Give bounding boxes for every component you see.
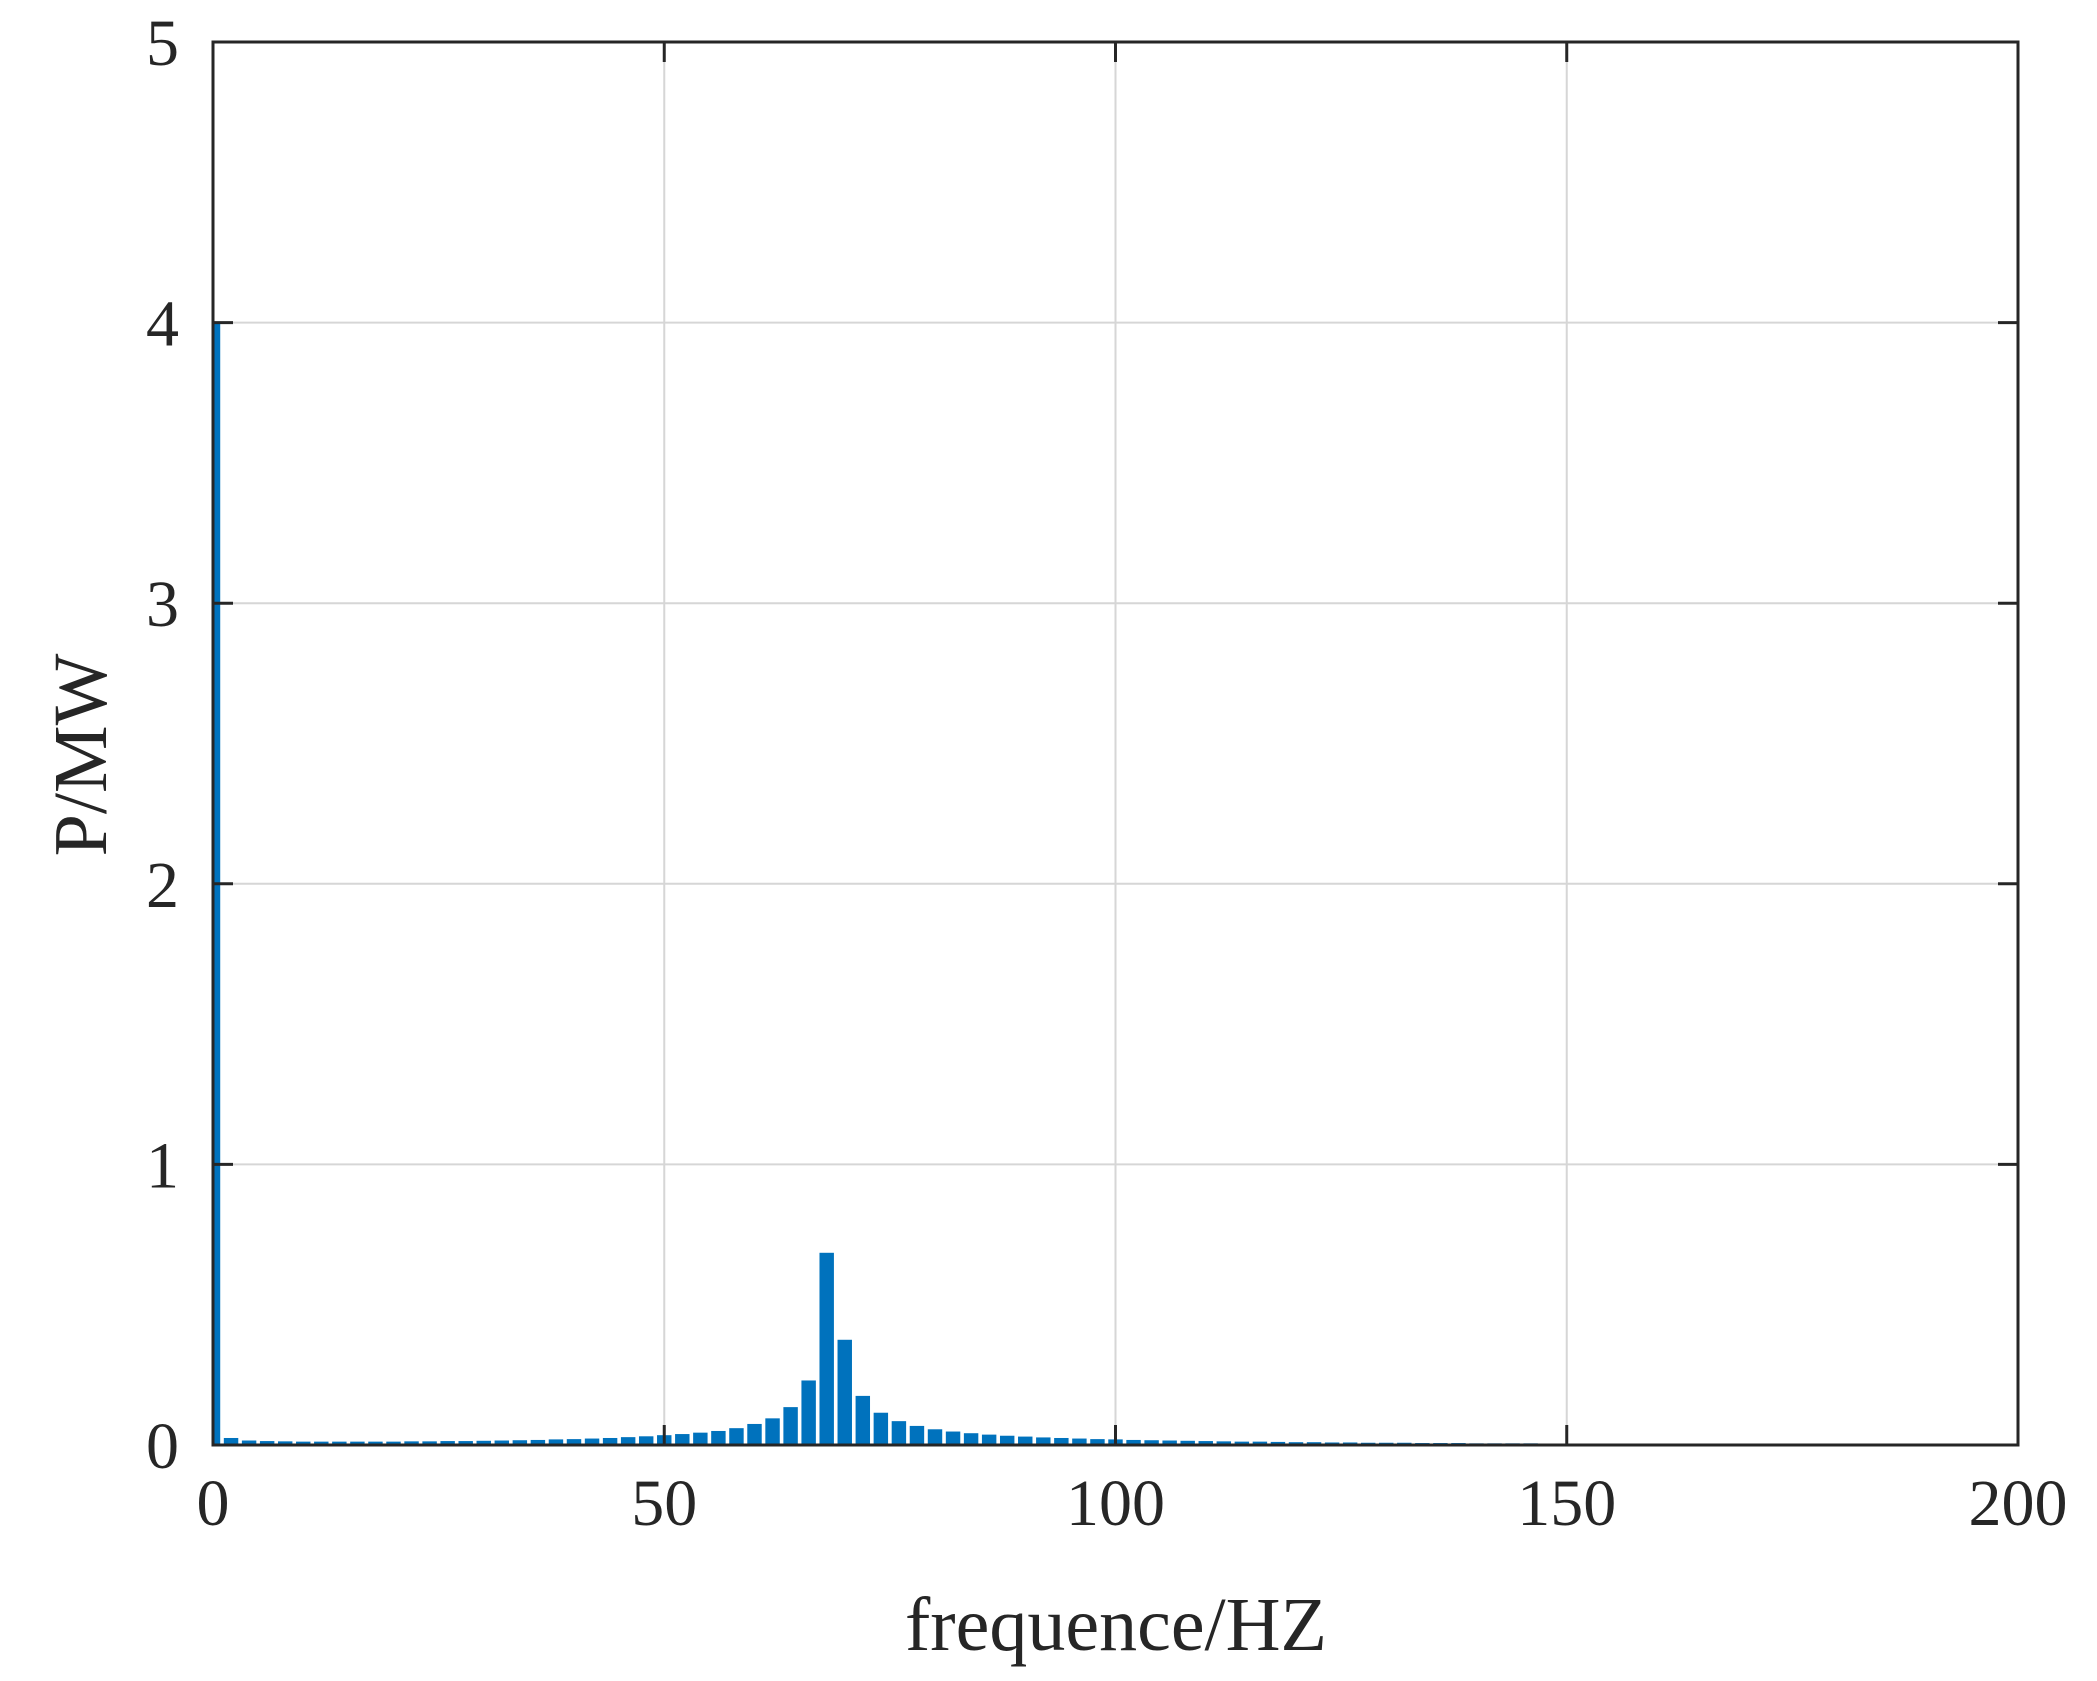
bar (296, 1441, 311, 1445)
bar (783, 1407, 798, 1445)
x-tick-label: 0 (197, 1467, 230, 1540)
bar (873, 1412, 889, 1445)
bar (693, 1432, 708, 1445)
bar (1126, 1439, 1141, 1445)
bar (494, 1440, 510, 1445)
x-tick-label: 200 (1969, 1467, 2068, 1540)
bar (584, 1438, 600, 1445)
y-tick-label: 3 (146, 568, 179, 641)
bar (909, 1425, 925, 1445)
bar (1216, 1441, 1232, 1445)
bar (458, 1441, 473, 1445)
bar (1072, 1438, 1087, 1445)
x-axis-label: frequence/HZ (905, 1583, 1327, 1667)
bar (350, 1441, 365, 1445)
bar (1054, 1437, 1069, 1445)
bar (548, 1439, 564, 1445)
bar (675, 1434, 690, 1445)
y-tick-label: 5 (146, 7, 179, 80)
bar (729, 1428, 744, 1445)
x-tick-label: 100 (1066, 1467, 1165, 1540)
bar (530, 1439, 546, 1445)
y-tick-label: 4 (146, 288, 179, 361)
bar (223, 1437, 239, 1445)
y-axis-label: P/MW (39, 653, 123, 856)
bar (1180, 1440, 1195, 1445)
bar (1036, 1437, 1051, 1445)
bar (819, 1252, 834, 1445)
bar (638, 1436, 654, 1445)
bar (945, 1431, 961, 1445)
bar (1270, 1441, 1286, 1445)
bar (1144, 1440, 1159, 1445)
bar (277, 1441, 293, 1445)
bar (404, 1441, 419, 1445)
bar (440, 1441, 455, 1445)
bar (386, 1441, 401, 1445)
bar (422, 1441, 437, 1445)
bar (602, 1437, 618, 1445)
bar (512, 1440, 528, 1445)
y-tick-label: 2 (146, 849, 179, 922)
bar (855, 1395, 871, 1445)
axes (211, 40, 2020, 1447)
x-tick-label: 50 (631, 1467, 697, 1540)
grid (212, 41, 2019, 1446)
x-tick-label: 150 (1517, 1467, 1616, 1540)
bar (1018, 1436, 1033, 1445)
bar (1162, 1440, 1177, 1445)
bar (981, 1434, 997, 1445)
bar (999, 1435, 1015, 1445)
bar (314, 1441, 329, 1445)
bar (1252, 1441, 1268, 1445)
bar (259, 1441, 275, 1445)
y-tick-label: 0 (146, 1410, 179, 1483)
bar (927, 1429, 943, 1445)
bar (801, 1380, 816, 1445)
bar (332, 1441, 347, 1445)
bar (747, 1423, 762, 1445)
bar (711, 1430, 726, 1445)
bar (476, 1440, 491, 1445)
bar (1234, 1441, 1250, 1445)
bar (837, 1339, 852, 1445)
bar (620, 1437, 636, 1445)
y-tick-label: 1 (146, 1129, 179, 1202)
bar (765, 1418, 780, 1445)
bar (1090, 1439, 1105, 1445)
bar (963, 1433, 979, 1445)
bar (1198, 1441, 1213, 1445)
bar (566, 1439, 582, 1445)
bar (891, 1421, 907, 1445)
bar (368, 1441, 383, 1445)
tick-labels: 0 50 100 150 200 0 1 2 3 4 5 (146, 7, 2068, 1540)
bar (241, 1440, 257, 1445)
